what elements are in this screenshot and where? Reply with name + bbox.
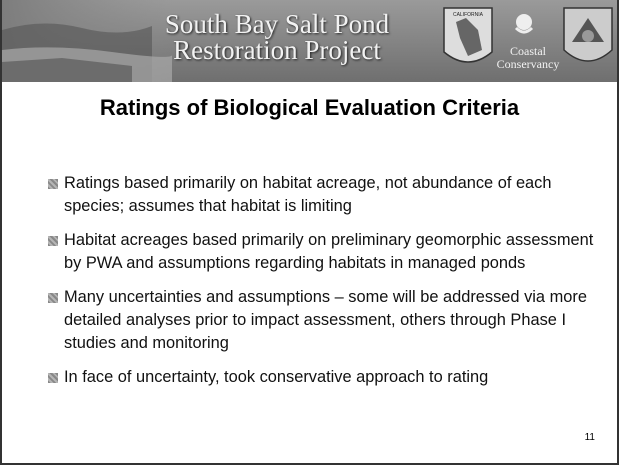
bullet-text: In face of uncertainty, took conservativ… [64,368,488,386]
bullet: Ratings based primarily on habitat acrea… [42,172,597,217]
logo-text: Coastal [510,44,547,58]
bullet-list: Ratings based primarily on habitat acrea… [42,172,597,401]
bullet-text: Many uncertainties and assumptions – som… [64,288,587,351]
bullet: In face of uncertainty, took conservativ… [42,366,597,389]
bullet-marker [48,179,58,189]
bullet-marker [48,373,58,383]
bullet-text: Habitat acreages based primarily on prel… [64,231,593,272]
bullet-marker [48,236,58,246]
bullet-marker [48,293,58,303]
header-title: Restoration Project [137,36,417,64]
slide: CALIFORNIA Coastal Conservancy South Bay… [0,0,619,465]
header-title: South Bay Salt Pond [137,10,417,38]
badge-text: CALIFORNIA [453,12,484,18]
header-banner: CALIFORNIA Coastal Conservancy South Bay… [2,0,619,82]
bullet-text: Ratings based primarily on habitat acrea… [64,174,552,215]
bullet: Habitat acreages based primarily on prel… [42,229,597,274]
page-number: 11 [585,432,595,443]
slide-title: Ratings of Biological Evaluation Criteri… [2,95,617,121]
bullet: Many uncertainties and assumptions – som… [42,286,597,354]
logo-text: Conservancy [497,57,560,71]
